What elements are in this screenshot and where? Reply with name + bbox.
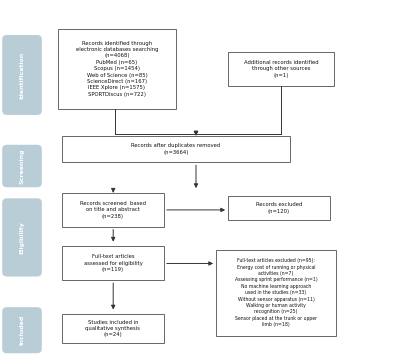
- Text: Full-text articles excluded (n=95):
Energy cost of running or physical
activitie: Full-text articles excluded (n=95): Ener…: [235, 258, 317, 327]
- Text: Screening: Screening: [20, 148, 24, 184]
- FancyBboxPatch shape: [2, 35, 42, 115]
- FancyBboxPatch shape: [228, 52, 334, 86]
- FancyBboxPatch shape: [62, 193, 164, 227]
- Text: Records screened  based
on title and abstract
(n=238): Records screened based on title and abst…: [80, 201, 146, 218]
- FancyBboxPatch shape: [2, 145, 42, 187]
- FancyBboxPatch shape: [62, 136, 290, 162]
- FancyBboxPatch shape: [62, 314, 164, 343]
- FancyBboxPatch shape: [2, 198, 42, 276]
- Text: Records identified through
electronic databases searching
(n=4068)
PubMed (n=65): Records identified through electronic da…: [76, 41, 158, 97]
- FancyBboxPatch shape: [62, 246, 164, 280]
- Text: Records after duplicates removed
(n=3664): Records after duplicates removed (n=3664…: [131, 144, 221, 155]
- Text: Included: Included: [20, 315, 24, 345]
- Text: Full-text articles
assessed for eligibility
(n=119): Full-text articles assessed for eligibil…: [84, 255, 142, 272]
- FancyBboxPatch shape: [2, 307, 42, 353]
- FancyBboxPatch shape: [58, 29, 176, 109]
- Text: Studies included in
qualitative synthesis
(n=24): Studies included in qualitative synthesi…: [86, 320, 140, 337]
- Text: Additional records identified
through other sources
(n=1): Additional records identified through ot…: [244, 60, 318, 77]
- Text: Eligibility: Eligibility: [20, 221, 24, 254]
- FancyBboxPatch shape: [228, 196, 330, 220]
- FancyBboxPatch shape: [216, 250, 336, 336]
- Text: Identification: Identification: [20, 51, 24, 99]
- Text: Records excluded
(n=120): Records excluded (n=120): [256, 202, 302, 213]
